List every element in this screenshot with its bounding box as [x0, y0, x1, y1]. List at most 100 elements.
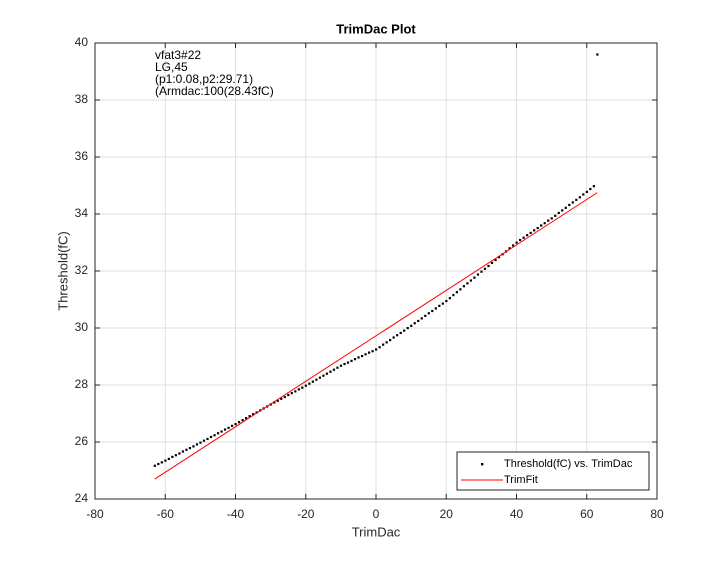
data-point: [248, 415, 251, 418]
data-point: [174, 454, 177, 457]
data-point: [452, 293, 455, 297]
data-point: [522, 236, 525, 239]
data-point: [311, 380, 314, 383]
data-point: [209, 435, 213, 439]
data-point: [424, 314, 427, 317]
data-point: [332, 368, 336, 371]
legend-swatch: [481, 463, 484, 466]
data-point: [308, 382, 311, 385]
x-axis-label: TrimDac: [352, 524, 401, 539]
data-point: [561, 209, 564, 212]
x-tick-label: -20: [297, 507, 315, 521]
data-point: [336, 366, 339, 369]
data-point: [490, 261, 494, 264]
data-point: [371, 350, 374, 353]
data-point: [403, 329, 406, 332]
data-point: [245, 417, 248, 420]
data-point: [427, 312, 430, 315]
data-point: [364, 353, 367, 356]
data-point: [459, 288, 462, 291]
y-tick-label: 38: [75, 92, 89, 106]
data-point: [206, 437, 209, 441]
data-point: [536, 226, 539, 230]
data-point: [585, 190, 588, 193]
data-point: [396, 334, 399, 337]
y-tick-label: 32: [75, 263, 89, 277]
data-point: [325, 372, 329, 375]
data-point: [392, 336, 395, 339]
data-point: [575, 198, 578, 201]
data-point: [360, 354, 364, 358]
x-tick-label: 40: [510, 507, 524, 521]
data-point: [195, 443, 199, 446]
x-tick-label: 20: [440, 507, 454, 521]
y-axis-label: Threshold(fC): [55, 231, 70, 310]
data-point: [578, 196, 581, 199]
data-point: [301, 386, 304, 389]
data-point: [290, 391, 293, 395]
data-point: [252, 413, 255, 416]
data-point: [431, 309, 434, 313]
data-point: [529, 231, 532, 235]
data-point: [508, 247, 511, 250]
legend-label: TrimFit: [504, 474, 538, 486]
data-point: [547, 219, 550, 222]
data-point: [389, 338, 392, 342]
data-point: [213, 434, 216, 437]
data-point: [178, 452, 181, 455]
data-point: [181, 450, 185, 453]
data-point: [476, 273, 480, 276]
data-point: [469, 279, 473, 282]
data-point: [230, 424, 234, 427]
data-point: [241, 419, 244, 422]
data-point: [276, 399, 279, 402]
data-point: [238, 421, 241, 424]
x-tick-label: 0: [373, 507, 380, 521]
data-point: [413, 322, 416, 325]
data-point: [185, 448, 188, 451]
data-point: [441, 302, 444, 305]
data-point: [543, 222, 546, 225]
data-point: [592, 185, 595, 188]
y-tick-label: 30: [75, 320, 89, 334]
data-point: [557, 211, 560, 215]
data-point: [582, 193, 585, 196]
data-point: [445, 299, 448, 303]
x-tick-label: 80: [650, 507, 664, 521]
data-point: [519, 238, 522, 242]
data-point: [515, 241, 518, 244]
data-point: [466, 282, 469, 285]
data-point: [318, 376, 321, 379]
y-tick-label: 34: [75, 206, 89, 220]
data-point: [382, 343, 385, 346]
data-point: [455, 291, 458, 294]
data-point: [287, 393, 290, 397]
data-point: [234, 423, 237, 426]
data-point: [223, 428, 227, 431]
data-point: [294, 390, 297, 393]
annotation: LG,45: [155, 60, 188, 74]
data-point: [571, 201, 574, 204]
data-point: [564, 206, 567, 209]
data-point: [473, 276, 476, 279]
data-point: [297, 388, 300, 391]
data-point: [494, 258, 497, 262]
data-point: [480, 270, 483, 273]
data-point: [322, 374, 325, 377]
data-point: [157, 462, 160, 466]
y-tick-label: 40: [75, 35, 89, 49]
data-point: [448, 297, 451, 300]
data-point: [378, 346, 381, 349]
data-point: [375, 348, 378, 351]
annotation: vfat3#22: [155, 48, 201, 62]
data-point: [329, 370, 332, 373]
data-point: [434, 307, 437, 310]
data-point: [417, 319, 420, 323]
data-point: [350, 359, 353, 362]
x-tick-label: -60: [157, 507, 175, 521]
data-point: [420, 317, 423, 320]
data-point: [438, 304, 441, 307]
data-point: [410, 324, 413, 327]
legend-label: Threshold(fC) vs. TrimDac: [504, 458, 633, 470]
